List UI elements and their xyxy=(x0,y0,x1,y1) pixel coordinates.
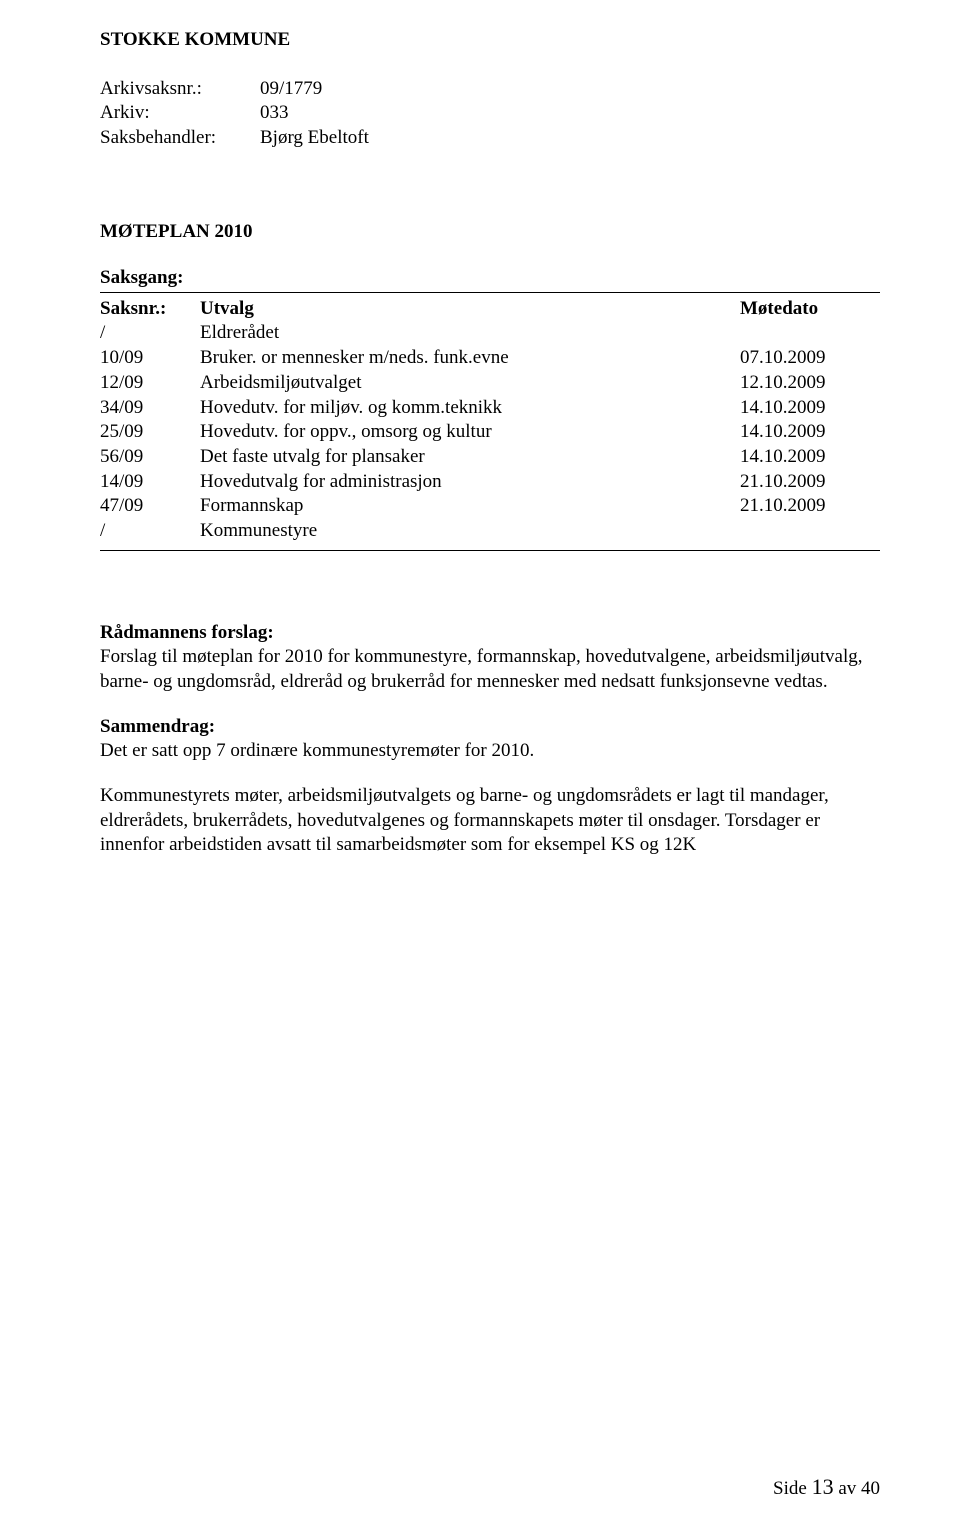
table-header-col3: Møtedato xyxy=(740,297,880,322)
table-cell: / xyxy=(100,519,200,544)
saksgang-label: Saksgang: xyxy=(100,267,880,289)
arkiv-row-saksbehandler: Saksbehandler: Bjørg Ebeltoft xyxy=(100,126,880,151)
table-row: / Kommunestyre xyxy=(100,519,880,544)
table-row: 56/09 Det faste utvalg for plansaker 14.… xyxy=(100,445,880,470)
sammendrag-para2: Kommunestyrets møter, arbeidsmiljøutvalg… xyxy=(100,784,880,858)
table-cell: Det faste utvalg for plansaker xyxy=(200,445,740,470)
table-cell: 14.10.2009 xyxy=(740,445,880,470)
table-cell: 14.10.2009 xyxy=(740,420,880,445)
arkiv-value: 033 xyxy=(260,101,289,126)
table-header-col2: Utvalg xyxy=(200,297,740,322)
radsmann-body: Forslag til møteplan for 2010 for kommun… xyxy=(100,645,880,694)
arkiv-saksnr-label: Arkivsaksnr.: xyxy=(100,77,260,102)
table-cell: Arbeidsmiljøutvalget xyxy=(200,371,740,396)
sammendrag-para2-section: Kommunestyrets møter, arbeidsmiljøutvalg… xyxy=(100,784,880,858)
arkiv-block: Arkivsaksnr.: 09/1779 Arkiv: 033 Saksbeh… xyxy=(100,77,880,151)
table-cell: Hovedutv. for oppv., omsorg og kultur xyxy=(200,420,740,445)
table-cell: / xyxy=(100,321,200,346)
table-cell: Bruker. or mennesker m/neds. funk.evne xyxy=(200,346,740,371)
table-cell: Eldrerådet xyxy=(200,321,740,346)
table-bottom-divider xyxy=(100,550,880,551)
table-row: 47/09 Formannskap 21.10.2009 xyxy=(100,494,880,519)
table-cell: 21.10.2009 xyxy=(740,494,880,519)
table-cell: 56/09 xyxy=(100,445,200,470)
table-cell: 12.10.2009 xyxy=(740,371,880,396)
table-header-row: Saksnr.: Utvalg Møtedato xyxy=(100,297,880,322)
table-row: 10/09 Bruker. or mennesker m/neds. funk.… xyxy=(100,346,880,371)
sammendrag-section: Sammendrag: Det er satt opp 7 ordinære k… xyxy=(100,715,880,764)
footer-total-pages: 40 xyxy=(861,1478,880,1499)
table-cell: Hovedutv. for miljøv. og komm.teknikk xyxy=(200,396,740,421)
footer-side-label: Side xyxy=(773,1478,807,1499)
saksbehandler-value: Bjørg Ebeltoft xyxy=(260,126,369,151)
table-cell: 12/09 xyxy=(100,371,200,396)
table-row: / Eldrerådet xyxy=(100,321,880,346)
table-row: 12/09 Arbeidsmiljøutvalget 12.10.2009 xyxy=(100,371,880,396)
table-cell: 10/09 xyxy=(100,346,200,371)
table-row: 25/09 Hovedutv. for oppv., omsorg og kul… xyxy=(100,420,880,445)
table-cell: 21.10.2009 xyxy=(740,470,880,495)
saksgang-underline xyxy=(100,291,880,293)
table-cell: Hovedutvalg for administrasjon xyxy=(200,470,740,495)
table-cell: 47/09 xyxy=(100,494,200,519)
arkiv-label: Arkiv: xyxy=(100,101,260,126)
sammendrag-line1: Det er satt opp 7 ordinære kommunestyrem… xyxy=(100,739,880,764)
table-cell xyxy=(740,519,880,544)
arkiv-saksnr-value: 09/1779 xyxy=(260,77,322,102)
arkiv-row-arkiv: Arkiv: 033 xyxy=(100,101,880,126)
table-cell: 25/09 xyxy=(100,420,200,445)
table-cell: 14/09 xyxy=(100,470,200,495)
table-cell xyxy=(740,321,880,346)
table-cell: Formannskap xyxy=(200,494,740,519)
org-name: STOKKE KOMMUNE xyxy=(100,28,880,53)
saksgang-table: Saksnr.: Utvalg Møtedato / Eldrerådet 10… xyxy=(100,297,880,544)
radsmann-heading: Rådmannens forslag: xyxy=(100,621,880,646)
table-cell: 07.10.2009 xyxy=(740,346,880,371)
radsmann-section: Rådmannens forslag: Forslag til møteplan… xyxy=(100,621,880,695)
footer-page-number: 13 xyxy=(812,1474,834,1499)
table-cell: Kommunestyre xyxy=(200,519,740,544)
sammendrag-heading: Sammendrag: xyxy=(100,715,880,740)
arkiv-row-saksnr: Arkivsaksnr.: 09/1779 xyxy=(100,77,880,102)
document-title: MØTEPLAN 2010 xyxy=(100,221,880,243)
table-cell: 14.10.2009 xyxy=(740,396,880,421)
table-header-col1: Saksnr.: xyxy=(100,297,200,322)
document-page: STOKKE KOMMUNE Arkivsaksnr.: 09/1779 Ark… xyxy=(0,0,960,918)
table-row: 14/09 Hovedutvalg for administrasjon 21.… xyxy=(100,470,880,495)
table-cell: 34/09 xyxy=(100,396,200,421)
saksbehandler-label: Saksbehandler: xyxy=(100,126,260,151)
page-footer: Side 13 av 40 xyxy=(773,1474,880,1500)
table-row: 34/09 Hovedutv. for miljøv. og komm.tekn… xyxy=(100,396,880,421)
footer-av-label: av xyxy=(838,1478,856,1499)
